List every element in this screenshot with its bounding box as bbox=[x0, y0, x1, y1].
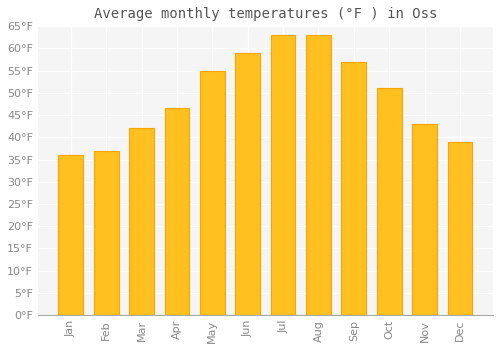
Bar bbox=[236, 53, 260, 315]
Bar bbox=[377, 89, 402, 315]
Bar bbox=[58, 155, 84, 315]
Bar bbox=[306, 35, 331, 315]
Bar bbox=[164, 108, 190, 315]
Bar bbox=[412, 124, 437, 315]
Title: Average monthly temperatures (°F ) in Oss: Average monthly temperatures (°F ) in Os… bbox=[94, 7, 437, 21]
Bar bbox=[200, 71, 225, 315]
Bar bbox=[270, 35, 295, 315]
Bar bbox=[94, 151, 118, 315]
Bar bbox=[129, 128, 154, 315]
Bar bbox=[448, 142, 472, 315]
Bar bbox=[342, 62, 366, 315]
